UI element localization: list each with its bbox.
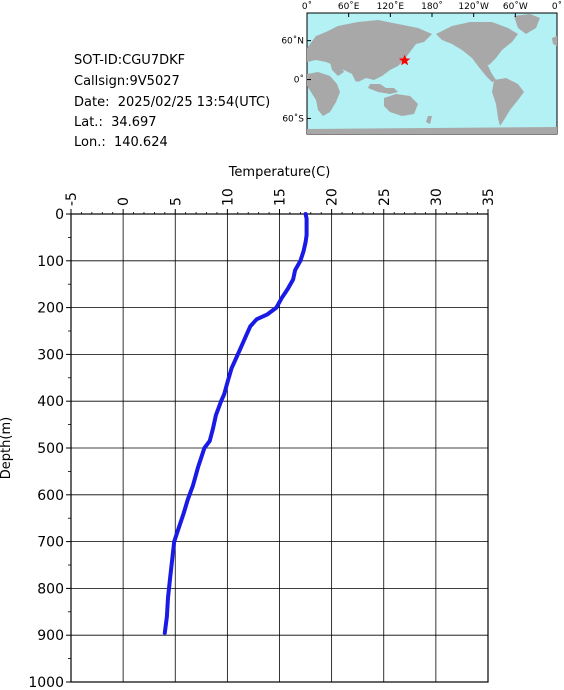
temperature-profile-line bbox=[162, 212, 309, 635]
lat-text: Lat.: 34.697 bbox=[74, 115, 157, 130]
y-tick-labels: 0 100 200 300 400 500 600 700 800 900 1000 bbox=[28, 207, 64, 690]
x-tick-labels: -5 0 5 10 15 20 25 30 35 bbox=[64, 188, 497, 206]
sot-id-text: SOT-ID:CGU7DKF bbox=[74, 53, 186, 68]
map-lon-label: 120˚E bbox=[377, 1, 405, 12]
x-tick-label: 35 bbox=[481, 188, 497, 206]
map-lon-label: 0˚ bbox=[302, 1, 312, 12]
y-tick-label: 700 bbox=[37, 535, 64, 551]
map-land bbox=[307, 14, 557, 134]
x-tick-label: 25 bbox=[377, 188, 393, 206]
chart-grid bbox=[70, 213, 489, 683]
map-longitude-labels: 0˚ 60˚E 120˚E 180˚ 120˚W 60˚W 0˚ bbox=[302, 1, 562, 12]
map-lon-label: 60˚W bbox=[503, 1, 528, 12]
x-tick-label: -5 bbox=[64, 192, 80, 206]
callsign-text: Callsign:9V5027 bbox=[74, 74, 180, 89]
x-tick-label: 10 bbox=[220, 188, 236, 206]
y-axis-label: Depth(m) bbox=[0, 417, 14, 479]
map-lon-label: 180˚ bbox=[421, 1, 443, 12]
chart-series bbox=[162, 212, 309, 635]
x-tick-label: 30 bbox=[429, 188, 445, 206]
map-tick-marks bbox=[306, 13, 558, 119]
x-tick-label: 20 bbox=[325, 188, 341, 206]
location-star bbox=[398, 54, 411, 66]
x-axis-label: Temperature(C) bbox=[228, 165, 331, 180]
red-star-icon bbox=[398, 54, 411, 66]
y-tick-label: 400 bbox=[37, 394, 64, 410]
map-lat-label: 60˚S bbox=[282, 113, 304, 124]
map-lon-label: 60˚E bbox=[338, 1, 360, 12]
y-tick-label: 900 bbox=[37, 628, 64, 644]
map-lat-label: 60˚N bbox=[281, 36, 304, 47]
y-tick-label: 200 bbox=[37, 301, 64, 317]
date-text: Date: 2025/02/25 13:54(UTC) bbox=[74, 95, 271, 110]
map-lon-label: 0˚ bbox=[552, 1, 562, 12]
lon-text: Lon.: 140.624 bbox=[74, 135, 168, 150]
chart-ticks bbox=[66, 209, 489, 683]
map-lon-label: 120˚W bbox=[458, 1, 489, 12]
y-tick-label: 600 bbox=[37, 488, 64, 504]
map-lat-label: 0˚ bbox=[294, 75, 304, 86]
y-tick-label: 300 bbox=[37, 347, 64, 363]
x-tick-label: 0 bbox=[116, 197, 132, 206]
x-tick-label: 5 bbox=[168, 197, 184, 206]
y-tick-label: 0 bbox=[55, 207, 64, 223]
y-tick-label: 100 bbox=[37, 254, 64, 270]
x-tick-label: 15 bbox=[273, 188, 289, 206]
y-tick-label: 800 bbox=[37, 581, 64, 597]
location-map: 0˚ 60˚E 120˚E 180˚ 120˚W 60˚W 0˚ 60˚N 0˚ 60˚S bbox=[281, 1, 562, 135]
y-tick-label: 500 bbox=[37, 441, 64, 457]
y-tick-label: 1000 bbox=[28, 675, 64, 690]
map-latitude-labels: 60˚N 0˚ 60˚S bbox=[281, 36, 304, 125]
